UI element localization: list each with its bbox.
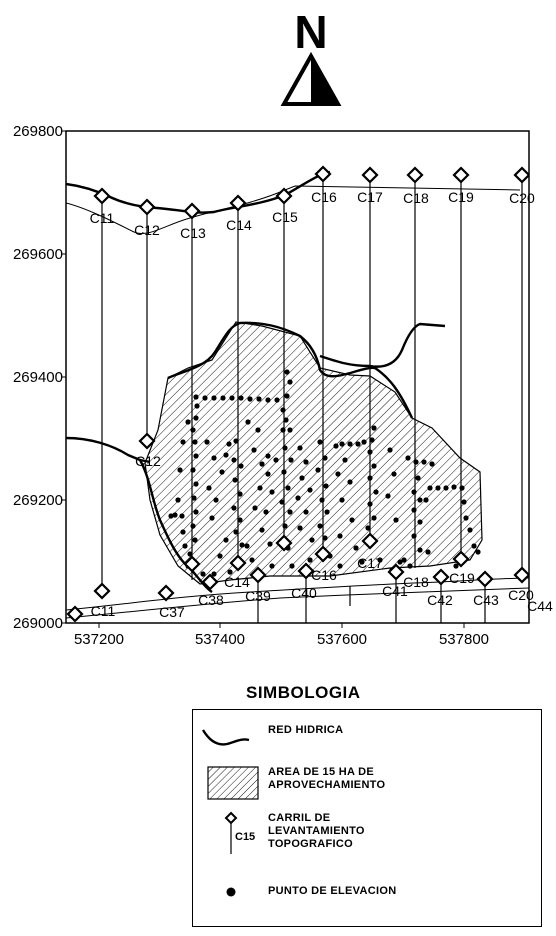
top-lane-label: C14 <box>226 217 252 233</box>
north-arrow-icon: N <box>280 6 342 106</box>
x-tick-label: 537600 <box>317 631 367 648</box>
bottom-lane-label: C41 <box>382 583 408 599</box>
bottom-lane-label: C42 <box>427 592 453 608</box>
legend-title: SIMBOLOGIA <box>246 683 361 702</box>
x-tick-label: 537800 <box>439 631 489 648</box>
bottom-lane-label: C40 <box>291 585 317 601</box>
top-lane-label: C11 <box>90 210 115 226</box>
bottom-lane-label: C43 <box>473 592 499 608</box>
top-lane-label: C17 <box>357 189 383 205</box>
legend-text: RED HIDRICA <box>268 724 344 736</box>
north-label: N <box>294 6 327 58</box>
legend-text: PUNTO DE ELEVACION <box>268 885 397 897</box>
hatched-area-icon <box>207 766 259 800</box>
bottom-lane-label: C11 <box>91 603 116 619</box>
top-lane-label: C20 <box>509 190 535 206</box>
legend-text: CARRIL DE LEVANTAMIENTO TOPOGRAFICO <box>268 812 365 850</box>
elevation-points <box>168 369 481 577</box>
x-axis: 537200 537400 537600 537800 <box>74 623 489 648</box>
bottom-lane-label: C16 <box>311 567 337 583</box>
red-hidrica-line-icon <box>201 729 250 746</box>
mid-lane-label: C12 <box>135 453 161 469</box>
bottom-lane-label: C37 <box>159 604 185 620</box>
x-tick-label: 537400 <box>195 631 245 648</box>
elevation-point-icon <box>226 887 236 897</box>
legend-box: RED HIDRICA AREA DE 15 HA DE APROVECHAMI… <box>192 709 542 927</box>
top-lane-label: C15 <box>272 209 298 225</box>
y-axis: 269800 269600 269400 269200 269000 <box>13 123 66 632</box>
x-tick-label: 537200 <box>74 631 124 648</box>
top-lane-label: C18 <box>403 190 429 206</box>
survey-lanes <box>101 174 523 623</box>
top-lane-label: C12 <box>134 222 160 238</box>
bottom-lane-label: C39 <box>245 588 271 604</box>
top-lane-label: C16 <box>311 189 337 205</box>
mid-lane-label: C17 <box>357 555 383 571</box>
top-lane-label: C13 <box>180 225 206 241</box>
mid-lane-label: C14 <box>224 574 250 590</box>
y-tick-label: 269200 <box>13 492 63 509</box>
bottom-lane-label: C18 <box>403 574 429 590</box>
bottom-lane-label: C44 <box>527 598 553 614</box>
bottom-lane-label: C38 <box>198 592 224 608</box>
legend-text: AREA DE 15 HA DE APROVECHAMIENTO <box>268 766 386 791</box>
y-tick-label: 269000 <box>13 615 63 632</box>
legend-symbol-label: C15 <box>235 831 255 843</box>
y-tick-label: 269800 <box>13 123 63 140</box>
survey-lane-marker-icon: C15 <box>224 811 255 854</box>
mid-lane-label: C19 <box>449 570 475 586</box>
y-tick-label: 269600 <box>13 246 63 263</box>
y-tick-label: 269400 <box>13 369 63 386</box>
lane-markers <box>66 165 529 623</box>
map-figure: N <box>13 6 553 648</box>
bottom-lane-label: C20 <box>508 587 534 603</box>
top-lane-label: C19 <box>448 189 474 205</box>
